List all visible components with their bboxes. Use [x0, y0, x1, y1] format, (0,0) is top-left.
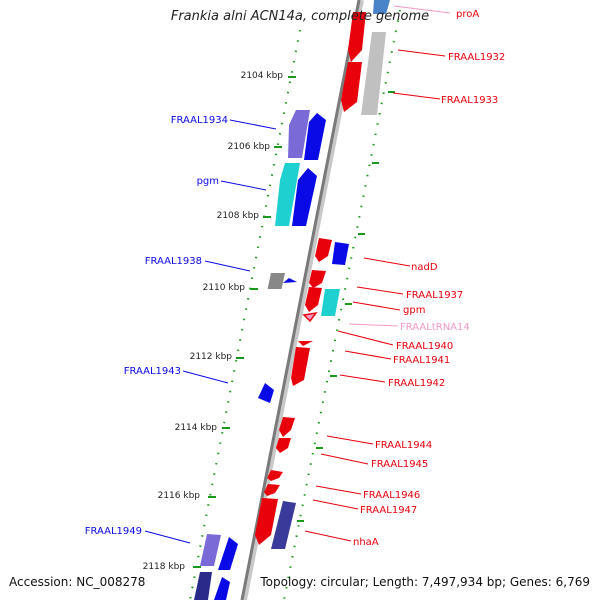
reverse-genes — [194, 110, 349, 600]
gene-label-fraal1949[interactable]: FRAAL1949 — [85, 526, 142, 537]
genome-axis — [240, 0, 361, 600]
gene-label-fraal1941[interactable]: FRAAL1941 — [393, 355, 450, 366]
gene-label-fraal1933[interactable]: FRAAL1933 — [441, 95, 498, 106]
kbp-label: 2106 kbp — [228, 142, 271, 152]
gene-arrow-nadD[interactable] — [315, 238, 332, 262]
gene-blue-small[interactable] — [332, 242, 349, 265]
gene-label-fraal1943[interactable]: FRAAL1943 — [124, 366, 181, 377]
gene-label-gpm[interactable]: gpm — [403, 305, 425, 316]
gene-arrow-proA[interactable] — [373, 0, 390, 14]
gene-arrow-fraal1946[interactable] — [267, 470, 283, 481]
gene-label-pgm[interactable]: pgm — [197, 176, 219, 187]
gene-arrow-fraal1944[interactable] — [279, 417, 295, 437]
gene-arrow-fraal1937[interactable] — [309, 270, 326, 288]
gene-arrow-fraal1938[interactable] — [283, 278, 297, 283]
kbp-label: 2118 kbp — [143, 562, 186, 572]
kbp-label: 2108 kbp — [217, 211, 260, 221]
gene-label-fraal1942[interactable]: FRAAL1942 — [388, 378, 445, 389]
left-scale-rail — [189, 29, 301, 600]
gene-label-fraal1946[interactable]: FRAAL1946 — [363, 490, 420, 501]
gene-label-nadD[interactable]: nadD — [411, 262, 438, 273]
gene-navy-bottom[interactable] — [194, 572, 212, 600]
gene-cyan-gpm[interactable] — [321, 289, 340, 316]
gene-arrow-fraal1934-blue[interactable] — [304, 113, 326, 160]
gene-grey-1[interactable] — [361, 32, 386, 115]
right-gene-labels: proA FRAAL1932 FRAAL1933 nadD FRAAL1937 … — [353, 9, 505, 548]
gene-arrow-fraal1934-purple[interactable] — [288, 110, 310, 158]
kbp-scale: 2104 kbp 2106 kbp 2108 kbp 2110 kbp 2112… — [143, 71, 395, 572]
gene-label-fraal1947[interactable]: FRAAL1947 — [360, 505, 417, 516]
gene-arrow-nhaA[interactable] — [255, 498, 278, 545]
gene-arrow-fraal1943[interactable] — [258, 383, 274, 403]
gene-label-fraal1932[interactable]: FRAAL1932 — [448, 52, 505, 63]
gene-arrow-pgm-cyan[interactable] — [275, 163, 300, 226]
gene-arrow-fraal1933[interactable] — [341, 62, 362, 112]
gene-label-fraal1940[interactable]: FRAAL1940 — [396, 341, 453, 352]
gene-label-fraal1937[interactable]: FRAAL1937 — [406, 290, 463, 301]
gene-fraaltrna14[interactable] — [302, 311, 318, 323]
gene-label-fraal1938[interactable]: FRAAL1938 — [145, 256, 202, 267]
gene-arrow-gpm[interactable] — [305, 287, 322, 312]
kbp-label: 2116 kbp — [158, 491, 201, 501]
right-label-connectors — [304, 5, 451, 542]
kbp-label: 2114 kbp — [175, 423, 218, 433]
gene-label-fraaltrna14[interactable]: FRAALtRNA14 — [400, 322, 470, 333]
left-gene-labels: FRAAL1934 pgm FRAAL1938 FRAAL1943 FRAAL1… — [85, 115, 228, 537]
gene-label-fraal1944[interactable]: FRAAL1944 — [375, 440, 432, 451]
gene-label-nhaA[interactable]: nhaA — [353, 537, 379, 548]
kbp-label: 2104 kbp — [241, 71, 284, 81]
left-label-connectors — [144, 119, 277, 544]
gene-arrow-fraal1945[interactable] — [276, 438, 291, 453]
gene-arrow-fraal1941[interactable] — [291, 347, 310, 386]
accession-text: Accession: NC_008278 — [9, 575, 146, 589]
gene-arrow-fraal1947[interactable] — [264, 484, 280, 496]
gene-label-fraal1934[interactable]: FRAAL1934 — [171, 115, 228, 126]
topology-text: Topology: circular; Length: 7,497,934 bp… — [260, 575, 590, 589]
map-title: Frankia alni ACN14a, complete genome — [170, 9, 430, 24]
gene-arrow-fraal1940[interactable] — [298, 341, 313, 346]
kbp-label: 2110 kbp — [203, 283, 246, 293]
gene-arrow-pgm-blue[interactable] — [292, 168, 317, 226]
gene-arrow-fraal1932[interactable] — [348, 12, 366, 62]
gene-arrow-fraal1949-blue[interactable] — [218, 537, 238, 570]
gene-arrow-fraal1949-purple[interactable] — [200, 534, 221, 566]
kbp-label: 2112 kbp — [190, 352, 233, 362]
gene-label-fraal1945[interactable]: FRAAL1945 — [371, 459, 428, 470]
gene-arrow-fraal1946-navy[interactable] — [271, 501, 296, 549]
forward-genes — [255, 0, 390, 545]
gene-blue-bottom[interactable] — [214, 577, 230, 600]
gene-grey-2[interactable] — [267, 273, 285, 289]
gene-label-proA[interactable]: proA — [456, 9, 479, 20]
